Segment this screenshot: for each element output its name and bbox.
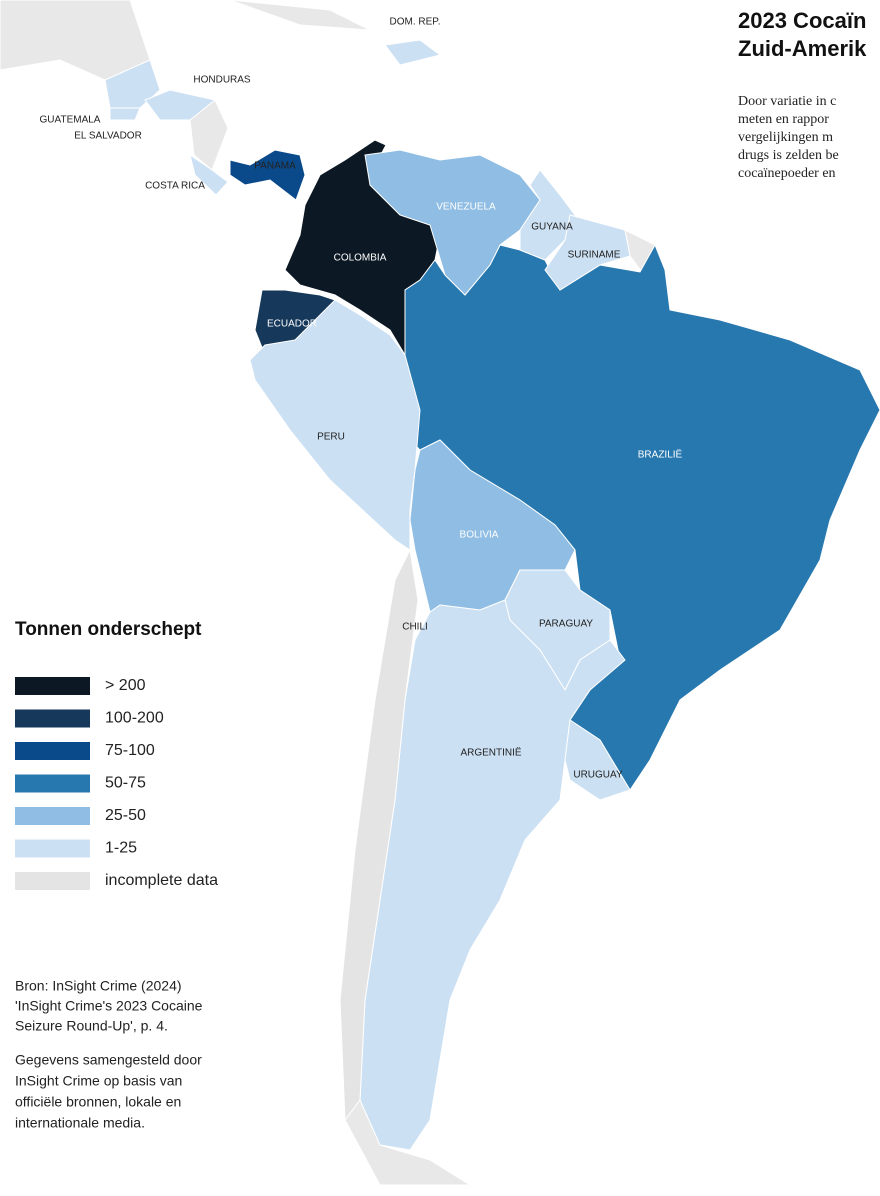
country <box>144 89 217 121</box>
country-label: COSTA RICA <box>145 181 205 192</box>
intro-text: meten en rappor <box>738 112 829 127</box>
legend-swatch <box>15 839 90 858</box>
country-label: URUGUAY <box>573 770 623 781</box>
legend-swatch <box>15 709 90 728</box>
background-land <box>0 0 656 1186</box>
caribbean <box>229 0 371 31</box>
country <box>339 548 419 1122</box>
country <box>384 39 442 66</box>
note-text: officiële bronnen, lokale en <box>15 1094 181 1110</box>
title: 2023 Cocaïn <box>738 8 866 33</box>
source-text: Bron: InSight Crime (2024) <box>15 978 182 994</box>
country <box>564 719 631 801</box>
note-text: InSight Crime op basis van <box>15 1073 182 1089</box>
country-label: ARGENTINIË <box>460 747 521 759</box>
legend-label: 50-75 <box>105 775 146 792</box>
legend-swatch <box>15 742 90 760</box>
country-label: DOM. REP. <box>390 17 441 28</box>
legend-swatch <box>15 677 90 695</box>
country-label: SURINAME <box>568 250 621 261</box>
country-label: PERU <box>317 432 345 443</box>
country-label: ECUADOR <box>267 319 317 330</box>
country-label: GUATEMALA <box>40 115 101 126</box>
country <box>109 107 141 121</box>
country <box>229 149 306 201</box>
country-label: VENEZUELA <box>436 202 496 213</box>
note-text: Gegevens samengesteld door <box>15 1052 202 1068</box>
intro-text: vergelijkingen m <box>738 130 833 145</box>
legend-label: 75-100 <box>105 742 155 759</box>
legend-label: 100-200 <box>105 710 164 727</box>
legend-title: Tonnen onderschept <box>15 619 202 640</box>
legend-label: 25-50 <box>105 807 146 824</box>
country <box>364 149 541 296</box>
legend-swatch <box>15 872 90 890</box>
legend-label: incomplete data <box>105 872 218 889</box>
country-label: PARAGUAY <box>539 619 593 630</box>
country-label: GUYANA <box>531 222 573 233</box>
country <box>249 299 421 551</box>
legend-label: 1-25 <box>105 840 137 857</box>
country-label: BOLIVIA <box>460 530 499 541</box>
country-label: COLOMBIA <box>334 253 387 264</box>
intro-text: drugs is zelden be <box>738 148 839 163</box>
country <box>544 214 631 291</box>
legend-swatch <box>15 774 90 793</box>
legend-swatch <box>15 807 90 825</box>
country-label: EL SALVADOR <box>74 131 142 142</box>
title: Zuid-Amerik <box>738 36 867 61</box>
intro-text: Door variatie in c <box>738 94 836 109</box>
note-text: internationale media. <box>15 1115 145 1131</box>
country-label: CHILI <box>402 622 428 633</box>
country <box>519 169 576 261</box>
intro-text: cocaïnepoeder en <box>738 166 836 181</box>
source-text: Seizure Round-Up', p. 4. <box>15 1018 168 1034</box>
country-label: BRAZILIË <box>638 449 683 461</box>
country <box>189 153 229 196</box>
country-label: HONDURAS <box>193 75 251 86</box>
mexico <box>0 0 151 81</box>
country-label: PANAMA <box>254 161 296 172</box>
source-text: 'InSight Crime's 2023 Cocaine <box>15 998 203 1014</box>
legend-label: > 200 <box>105 677 146 694</box>
